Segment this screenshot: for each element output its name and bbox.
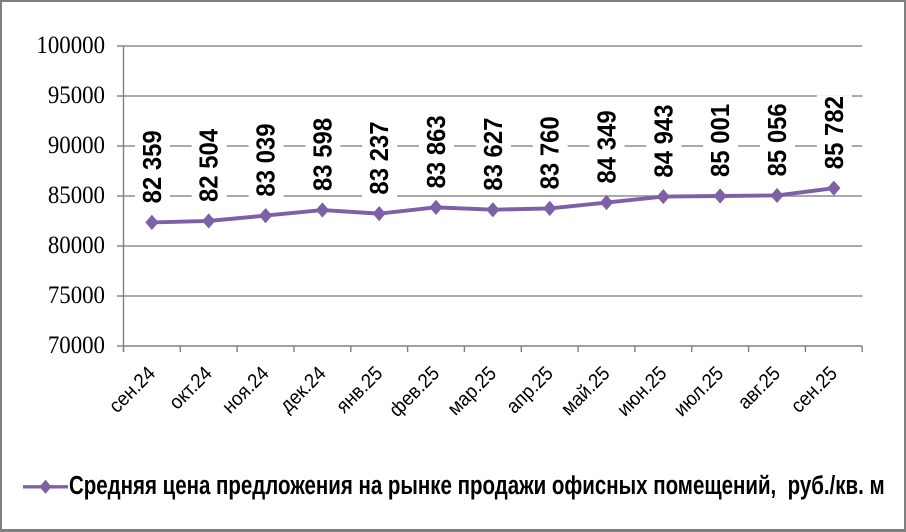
svg-text:70000: 70000 xyxy=(48,332,105,359)
svg-text:95000: 95000 xyxy=(48,82,105,109)
svg-text:Средняя цена предложения на ры: Средняя цена предложения на рынке продаж… xyxy=(69,471,885,500)
svg-text:82 359: 82 359 xyxy=(138,130,167,203)
svg-text:апр.25: апр.25 xyxy=(502,363,557,418)
svg-text:100000: 100000 xyxy=(36,32,105,59)
svg-text:83 863: 83 863 xyxy=(422,115,451,188)
svg-text:82 504: 82 504 xyxy=(195,129,224,202)
svg-text:80000: 80000 xyxy=(48,232,105,259)
svg-text:83 039: 83 039 xyxy=(252,123,281,196)
svg-text:май.25: май.25 xyxy=(557,363,614,420)
svg-text:фев.25: фев.25 xyxy=(385,363,444,422)
svg-text:83 598: 83 598 xyxy=(309,118,338,191)
svg-text:85 056: 85 056 xyxy=(763,103,792,176)
svg-text:83 627: 83 627 xyxy=(479,118,508,191)
svg-text:мар.25: мар.25 xyxy=(444,363,501,420)
svg-text:дек.24: дек.24 xyxy=(276,363,331,418)
svg-text:окт.24: окт.24 xyxy=(165,363,217,415)
svg-text:ноя.24: ноя.24 xyxy=(218,363,274,419)
svg-text:сен.24: сен.24 xyxy=(105,363,160,418)
svg-text:85 782: 85 782 xyxy=(820,96,849,169)
svg-text:авг.25: авг.25 xyxy=(734,363,785,414)
svg-text:янв.25: янв.25 xyxy=(332,363,387,418)
svg-text:85 001: 85 001 xyxy=(706,104,735,177)
svg-text:83 760: 83 760 xyxy=(536,116,565,189)
svg-text:75000: 75000 xyxy=(48,282,105,309)
svg-text:83 237: 83 237 xyxy=(365,121,394,194)
svg-text:90000: 90000 xyxy=(48,132,105,159)
svg-text:84 349: 84 349 xyxy=(593,110,622,183)
svg-text:84 943: 84 943 xyxy=(649,104,678,177)
svg-text:85000: 85000 xyxy=(48,182,105,209)
svg-text:июл.25: июл.25 xyxy=(670,363,728,421)
svg-text:сен.25: сен.25 xyxy=(787,363,842,418)
svg-text:июн.25: июн.25 xyxy=(613,363,671,421)
